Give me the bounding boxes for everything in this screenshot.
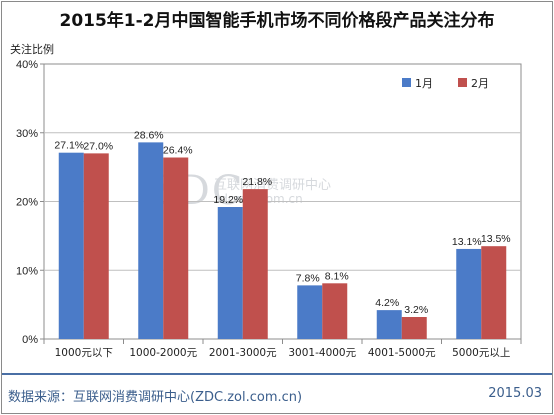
bar-jan <box>297 285 323 339</box>
legend-label-jan: 1月 <box>415 77 433 90</box>
data-label: 27.0% <box>83 140 113 152</box>
y-tick-label: 30% <box>16 128 38 140</box>
bar-feb <box>242 189 268 339</box>
bar-jan <box>217 207 243 339</box>
y-tick-label: 40% <box>16 59 38 71</box>
bar-jan <box>138 142 164 339</box>
legend-label-feb: 2月 <box>471 77 489 90</box>
y-tick-label: 0% <box>22 334 38 346</box>
legend-swatch-feb <box>458 78 467 87</box>
bar-feb <box>83 153 109 339</box>
footer-divider <box>2 373 552 375</box>
data-label: 19.2% <box>213 194 243 206</box>
data-label: 13.1% <box>452 236 482 248</box>
bar-feb <box>163 157 189 339</box>
data-label: 28.6% <box>134 129 164 141</box>
x-tick-label: 3001-4000元 <box>288 347 356 359</box>
bar-feb <box>481 246 507 339</box>
y-tick-label: 20% <box>16 197 38 209</box>
data-label: 21.8% <box>242 176 272 188</box>
chart-title: 2015年1-2月中国智能手机市场不同价格段产品关注分布 <box>59 11 495 31</box>
data-label: 3.2% <box>404 304 428 316</box>
data-label: 13.5% <box>481 233 511 245</box>
x-tick-label: 1000元以下 <box>55 347 113 359</box>
bar-feb <box>322 283 348 339</box>
bar-jan <box>376 310 402 339</box>
y-axis-label: 关注比例 <box>10 43 54 56</box>
data-label: 7.8% <box>296 272 320 284</box>
data-label: 26.4% <box>163 145 193 157</box>
x-tick-label: 1000-2000元 <box>129 347 197 359</box>
y-tick-label: 10% <box>16 265 38 277</box>
bar-feb <box>401 317 427 339</box>
x-tick-label: 5000元以上 <box>452 347 510 359</box>
x-tick-label: 4001-5000元 <box>368 347 436 359</box>
publish-date: 2015.03 <box>488 386 542 401</box>
bar-chart: 0% 10% 20% 30% 40% 27.1% 27.0% 1000元以下 28.6% 26.4… <box>16 59 522 359</box>
legend-swatch-jan <box>402 78 411 87</box>
data-label: 8.1% <box>325 270 349 282</box>
x-tick-label: 2001-3000元 <box>209 347 277 359</box>
bar-jan <box>58 152 84 339</box>
bar-jan <box>456 248 482 339</box>
data-source: 数据来源：互联网消费调研中心(ZDC.zol.com.cn) <box>8 390 303 405</box>
data-label: 4.2% <box>375 297 399 309</box>
data-label: 27.1% <box>54 140 84 152</box>
